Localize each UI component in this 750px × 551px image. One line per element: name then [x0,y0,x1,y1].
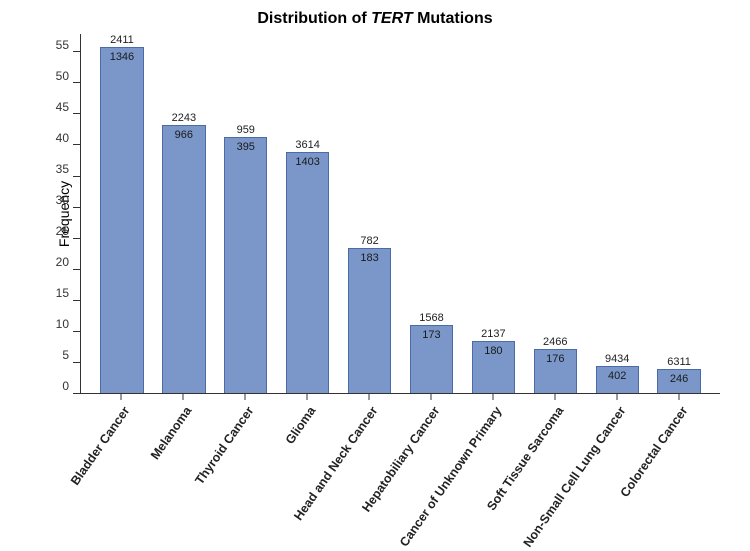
y-tick [73,238,81,239]
y-tick [73,207,81,208]
bar-inner-label: 1403 [295,156,319,168]
bar-slot: 959395 [215,34,277,393]
bar: 2243966 [162,125,205,393]
y-tick-label: 55 [56,38,69,52]
y-tick [73,51,81,52]
bar: 959395 [224,137,267,393]
y-tick-label: 0 [62,379,69,393]
bar-slot: 1568 173 [401,34,463,393]
y-tick-label: 15 [56,286,69,300]
bar: 6311246 [657,369,700,393]
y-tick [73,113,81,114]
bar-top-label: 782 [360,235,378,247]
bar-top-label: 2137 [481,328,505,340]
bar-inner-label: 176 [546,353,564,365]
title-suffix: Mutations [413,10,493,27]
plot-area: Frequency 241113462243966959395361414037… [80,34,720,394]
x-tick [369,394,370,400]
bar-top-label: 959 [237,124,255,136]
y-tick [73,300,81,301]
bar-inner-label: 246 [670,373,688,385]
bar-inner-label: 173 [422,329,440,341]
y-tick-label: 10 [56,317,69,331]
x-category-label: Glioma [283,404,319,447]
y-tick-label: 20 [56,255,69,269]
x-label-slot: Bladder Cancer [90,394,152,534]
x-tick [121,394,122,400]
bar-inner-label: 966 [175,129,193,141]
bar: 2466176 [534,349,577,393]
bar-slot: 2466 176 [524,34,586,393]
y-tick [73,269,81,270]
bar-inner-label: 402 [608,370,626,382]
bar-top-label: 1568 [419,312,443,324]
bar-slot: 2137 180 [462,34,524,393]
bar-top-label: 9434 [605,353,629,365]
bar-top-label: 3614 [295,139,319,151]
y-tick-label: 30 [56,193,69,207]
y-tick-label: 40 [56,131,69,145]
chart-title: Distribution of TERT Mutations [20,10,730,28]
x-label-slot: Thyroid Cancer [214,394,276,534]
bar-slot: 6311 246 [648,34,710,393]
title-prefix: Distribution of [257,10,371,27]
x-category-label: Melanoma [148,404,195,462]
y-tick [73,144,81,145]
x-tick [617,394,618,400]
tert-mutation-chart: Distribution of TERT Mutations Frequency… [20,10,730,541]
bar: 24111346 [100,47,143,393]
bar: 782183 [348,248,391,393]
bar: 1568173 [410,325,453,393]
bar: 9434402 [596,366,639,393]
y-tick-label: 35 [56,162,69,176]
y-tick [73,82,81,83]
bar-slot: 782183 [339,34,401,393]
bar-inner-label: 180 [484,345,502,357]
y-tick [73,331,81,332]
y-tick-label: 45 [56,100,69,114]
bar-slot: 2243 966 [153,34,215,393]
bar: 36141403 [286,152,329,393]
y-tick [73,176,81,177]
y-tick [73,362,81,363]
x-tick [555,394,556,400]
x-tick [679,394,680,400]
bar-slot: 9434 402 [586,34,648,393]
y-tick-label: 5 [62,348,69,362]
x-tick [493,394,494,400]
bar-top-label: 2411 [110,34,134,46]
y-tick-label: 25 [56,224,69,238]
x-tick [183,394,184,400]
bar-slot: 3614 1403 [277,34,339,393]
bar-top-label: 2243 [172,112,196,124]
x-tick [245,394,246,400]
bar-slot: 2411 1346 [91,34,153,393]
title-gene: TERT [371,10,412,27]
bar-inner-label: 395 [237,141,255,153]
x-tick [431,394,432,400]
x-category-label: Bladder Cancer [68,404,132,488]
bar: 2137180 [472,341,515,393]
x-label-slot: Colorectal Cancer [648,394,710,534]
y-tick-label: 50 [56,69,69,83]
bar-inner-label: 1346 [110,51,134,63]
bar-top-label: 6311 [667,356,691,368]
bars-container: 2411134622439669593953614140378218315681… [81,34,720,393]
bar-inner-label: 183 [360,252,378,264]
x-tick [307,394,308,400]
x-labels-container: Bladder CancerMelanoma Thyroid CancerGlio… [80,394,720,534]
bar-top-label: 2466 [543,336,567,348]
